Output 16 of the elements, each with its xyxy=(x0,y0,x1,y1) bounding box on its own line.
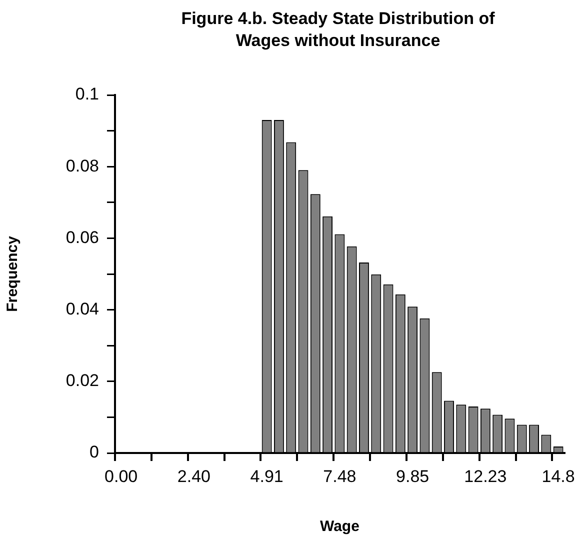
x-tick-label: 14.8 xyxy=(542,466,575,486)
x-tick-label: 7.48 xyxy=(323,466,356,486)
y-tick-label: 0.02 xyxy=(66,371,99,390)
chart-title: Figure 4.b. Steady State Distribution of Wages without Insurance xyxy=(180,8,496,52)
y-tick-label: 0.1 xyxy=(75,84,99,104)
x-axis-title: Wage xyxy=(320,518,360,536)
x-tick-label: 0.00 xyxy=(104,466,138,486)
y-tick-label: 0.04 xyxy=(66,299,99,318)
y-tick-label: 0 xyxy=(90,442,99,462)
y-axis-title: Frequency xyxy=(4,235,22,312)
x-tick-label: 4.91 xyxy=(250,466,284,486)
x-tick-label: 12.23 xyxy=(464,466,507,486)
y-tick-label: 0.08 xyxy=(66,156,99,176)
x-tick-label: 2.40 xyxy=(177,466,210,486)
y-tick-label: 0.06 xyxy=(66,228,99,247)
x-tick-label: 9.85 xyxy=(396,466,430,486)
